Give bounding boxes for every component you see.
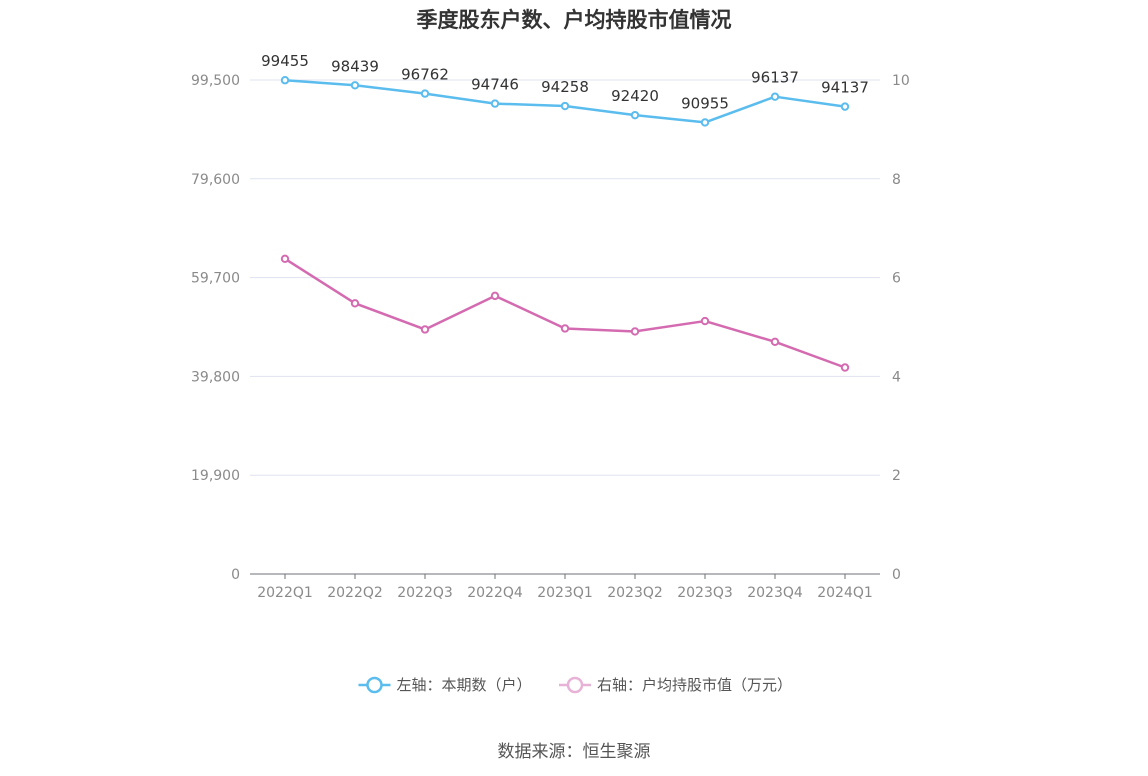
data-point (700, 316, 710, 326)
y-right-tick-label: 4 (892, 369, 901, 385)
data-point (560, 324, 570, 333)
data-point (490, 291, 500, 301)
legend-label: 左轴：本期数（户） (397, 676, 532, 694)
data-label: 96762 (401, 66, 449, 84)
legend: 左轴：本期数（户） 右轴：户均持股市值（万元） (358, 676, 792, 694)
y-left-tick-label: 99,500 (191, 73, 240, 89)
y-left-tick-label: 19,900 (191, 468, 240, 484)
data-label: 90955 (681, 94, 729, 112)
data-point (630, 327, 640, 336)
x-tick-label: 2022Q3 (397, 585, 453, 601)
y-right-tick-label: 0 (892, 567, 901, 583)
y-right-tick-label: 2 (892, 468, 901, 484)
data-label: 94258 (541, 78, 589, 96)
y-left-tick-label: 39,800 (191, 369, 240, 385)
y-left-tick-label: 0 (231, 567, 240, 583)
x-tick-label: 2023Q1 (537, 585, 593, 601)
data-labels: 99455 98439 96762 94746 94258 92420 90955 96137… (261, 52, 869, 112)
data-label: 94746 (471, 76, 519, 94)
y-left-tick-label: 79,600 (191, 172, 240, 188)
y-right-tick-label: 8 (892, 172, 901, 188)
y-left-tick-label: 59,700 (191, 271, 240, 287)
x-tick-label: 2023Q4 (747, 585, 803, 601)
legend-item-holders[interactable]: 左轴：本期数（户） (358, 676, 532, 694)
data-label: 96137 (751, 69, 799, 87)
data-label: 94137 (821, 79, 869, 97)
data-point (280, 76, 290, 85)
data-point (560, 101, 570, 111)
data-point (770, 92, 780, 101)
data-label: 98439 (331, 57, 379, 75)
data-point (350, 299, 360, 308)
source-note: 数据来源：恒生聚源 (497, 742, 651, 762)
x-tick-label: 2022Q1 (257, 585, 313, 601)
legend-label: 右轴：户均持股市值（万元） (597, 676, 792, 694)
legend-marker-icon (366, 676, 383, 694)
x-tick-label: 2023Q2 (607, 585, 663, 601)
data-point (700, 118, 710, 127)
data-point (350, 81, 360, 90)
x-tick-label: 2022Q4 (467, 585, 523, 601)
data-point (420, 89, 430, 98)
data-point (770, 337, 780, 347)
data-label: 99455 (261, 52, 309, 70)
axes: 0 19,900 39,800 59,700 79,600 99,500 0 2 4 6 8 10 20… (191, 73, 910, 601)
x-tick-label: 2023Q3 (677, 585, 733, 601)
chart-title: 季度股东户数、户均持股市值情况 (416, 8, 732, 32)
data-point (490, 99, 500, 108)
legend-marker-icon (566, 676, 584, 694)
series (280, 76, 850, 372)
x-tick-label: 2024Q1 (817, 585, 873, 601)
data-point (630, 110, 640, 120)
legend-item-avg-value[interactable]: 右轴：户均持股市值（万元） (559, 676, 792, 694)
y-right-tick-label: 6 (892, 271, 901, 287)
grid-lines (250, 79, 880, 476)
data-point (840, 102, 850, 111)
data-point (840, 363, 850, 372)
data-point (280, 254, 290, 264)
data-point (420, 325, 430, 334)
series-line-avg-value (284, 257, 846, 369)
x-tick-label: 2022Q2 (327, 585, 383, 601)
data-label: 92420 (611, 87, 659, 105)
y-right-tick-label: 10 (892, 73, 910, 89)
